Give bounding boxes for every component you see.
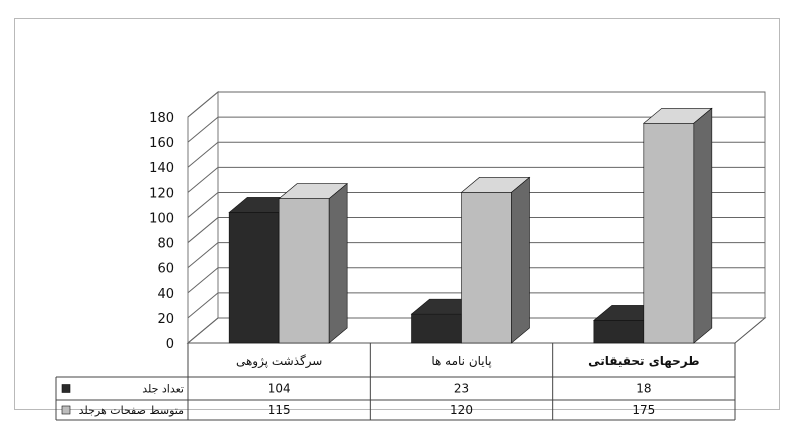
y-tick-label: 40	[157, 287, 174, 302]
gridline	[187, 217, 765, 243]
gridline	[187, 317, 765, 344]
category-label: طرحهای تحقیقاتی	[588, 354, 700, 368]
y-tick-label: 0	[166, 337, 174, 352]
bar-side	[328, 182, 348, 344]
y-tick-label: 140	[149, 161, 174, 176]
y-tick-label: 160	[149, 136, 174, 151]
y-tick-label: 60	[157, 262, 174, 277]
data-table-value: 18	[636, 382, 651, 396]
bar	[411, 313, 462, 344]
gridline	[187, 141, 765, 168]
gridline	[187, 242, 765, 269]
legend-key	[61, 384, 71, 393]
bar	[461, 192, 512, 344]
gridline	[187, 292, 765, 319]
bar-side	[693, 107, 713, 344]
y-tick-label: 180	[149, 111, 174, 126]
series-label: متوسط صفحات هرجلد	[79, 404, 184, 417]
bar	[593, 320, 645, 344]
legend-key	[61, 405, 71, 415]
y-tick-label: 80	[157, 237, 174, 252]
data-table-value: 175	[632, 403, 655, 417]
data-table-value: 115	[268, 403, 291, 417]
y-tick-label: 20	[157, 312, 174, 327]
series-label: تعداد جلد	[142, 383, 184, 396]
y-tick-label: 120	[149, 186, 174, 201]
gridline	[187, 91, 765, 118]
data-table-value: 23	[454, 382, 469, 396]
gridline	[187, 267, 765, 294]
bar-side	[511, 176, 530, 344]
gridline	[187, 116, 765, 143]
bar	[278, 198, 330, 344]
bar	[643, 122, 695, 344]
gridline	[187, 166, 765, 193]
y-tick-label: 100	[149, 211, 174, 226]
gridline	[187, 191, 765, 218]
data-table-value: 120	[450, 403, 473, 417]
data-table-value: 104	[268, 382, 291, 396]
bar	[228, 212, 280, 344]
category-label: سرگذشت پژوهی	[236, 354, 322, 369]
category-label: پایان نامه ها	[431, 354, 491, 368]
